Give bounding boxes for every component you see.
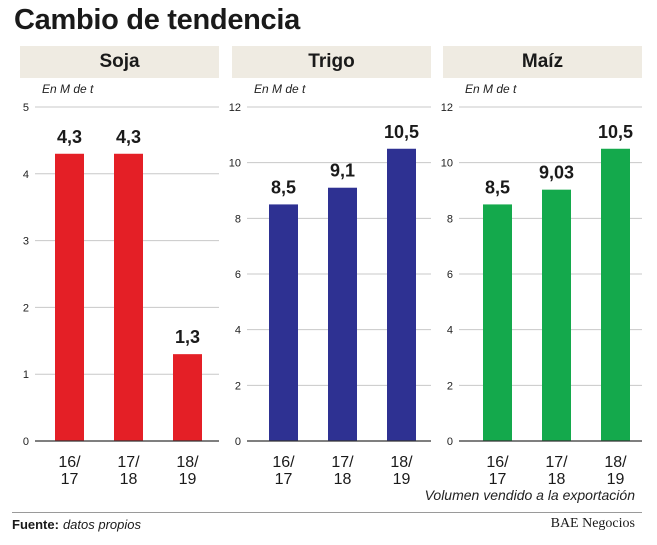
- soja-bar: [55, 153, 84, 441]
- trigo-unit-label: En M de t: [254, 82, 306, 96]
- soja-tick-label: 4: [23, 169, 29, 181]
- trigo-tick-label: 6: [235, 269, 241, 281]
- trigo-tick-label: 12: [229, 102, 241, 114]
- panel-header-trigo: Trigo: [232, 46, 431, 78]
- trigo-tick-label: 8: [235, 213, 241, 225]
- maiz-value-label: 9,03: [539, 163, 574, 183]
- maiz-tick-label: 10: [441, 158, 453, 170]
- trigo-value-label: 9,1: [330, 161, 355, 181]
- trigo-tick-label: 2: [235, 380, 241, 392]
- soja-tick-label: 3: [23, 236, 29, 248]
- trigo-category-label: 16/17: [272, 454, 295, 488]
- trigo-bar: [269, 204, 298, 441]
- trigo-tick-label: 10: [229, 158, 241, 170]
- credit: BAE Negocios: [550, 516, 635, 531]
- trigo-category-label: 18/19: [390, 454, 413, 488]
- soja-tick-label: 5: [23, 102, 29, 114]
- trigo-category-label: 17/18: [331, 454, 354, 488]
- panel-header-soja: Soja: [20, 46, 219, 78]
- maiz-tick-label: 6: [447, 269, 453, 281]
- trigo-value-label: 8,5: [271, 177, 296, 197]
- soja-value-label: 1,3: [175, 327, 200, 347]
- soja-value-label: 4,3: [57, 127, 82, 147]
- maiz-value-label: 8,5: [485, 177, 510, 197]
- trigo-tick-label: 4: [235, 325, 241, 337]
- soja-tick-label: 0: [23, 436, 29, 448]
- soja-value-label: 4,3: [116, 127, 141, 147]
- soja-category-label: 18/19: [176, 454, 199, 488]
- maiz-bar: [601, 148, 630, 441]
- maiz-category-label: 17/18: [545, 454, 568, 488]
- source-text: datos propios: [62, 517, 142, 532]
- panel-header-maiz: Maíz: [443, 46, 642, 78]
- footer-divider: [12, 512, 642, 513]
- maiz-tick-label: 0: [447, 436, 453, 448]
- soja-tick-label: 2: [23, 302, 29, 314]
- maiz-value-label: 10,5: [598, 122, 633, 142]
- trigo-bar: [387, 148, 416, 441]
- chart-title: Cambio de tendencia: [14, 4, 300, 36]
- trigo-tick-label: 0: [235, 436, 241, 448]
- maiz-tick-label: 12: [441, 102, 453, 114]
- soja-bar: [114, 153, 143, 441]
- maiz-tick-label: 8: [447, 213, 453, 225]
- trigo-value-label: 10,5: [384, 122, 419, 142]
- soja-category-label: 16/17: [58, 454, 81, 488]
- soja-category-label: 17/18: [117, 454, 140, 488]
- source-line: Fuente: datos propios: [12, 517, 141, 532]
- source-label: Fuente:: [12, 517, 59, 532]
- maiz-bar: [542, 189, 571, 441]
- maiz-tick-label: 4: [447, 325, 453, 337]
- maiz-category-label: 18/19: [604, 454, 627, 488]
- footnote: Volumen vendido a la exportación: [424, 487, 635, 503]
- maiz-category-label: 16/17: [486, 454, 509, 488]
- soja-bar: [173, 354, 202, 441]
- trigo-bar: [328, 187, 357, 441]
- soja-unit-label: En M de t: [42, 82, 94, 96]
- maiz-unit-label: En M de t: [465, 82, 517, 96]
- soja-tick-label: 1: [23, 369, 29, 381]
- maiz-tick-label: 2: [447, 380, 453, 392]
- maiz-bar: [483, 204, 512, 441]
